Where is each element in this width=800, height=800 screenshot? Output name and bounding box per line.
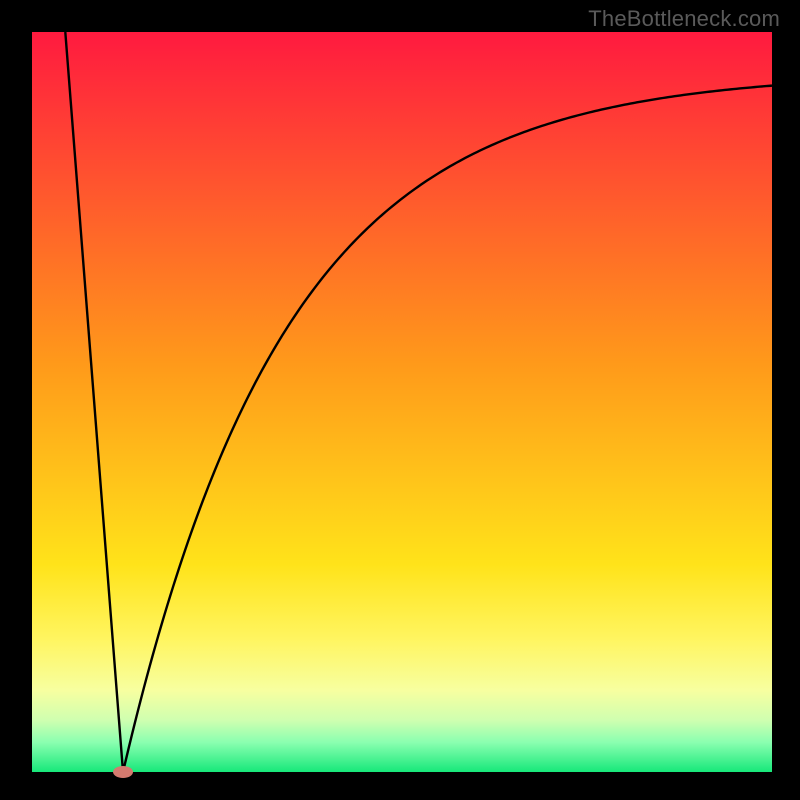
curve-path (65, 32, 772, 772)
minimum-marker (113, 766, 133, 778)
chart-container: TheBottleneck.com (0, 0, 800, 800)
marker-layer (113, 766, 133, 778)
watermark-text: TheBottleneck.com (588, 6, 780, 32)
chart-svg (0, 0, 800, 800)
curve-layer (65, 32, 772, 772)
